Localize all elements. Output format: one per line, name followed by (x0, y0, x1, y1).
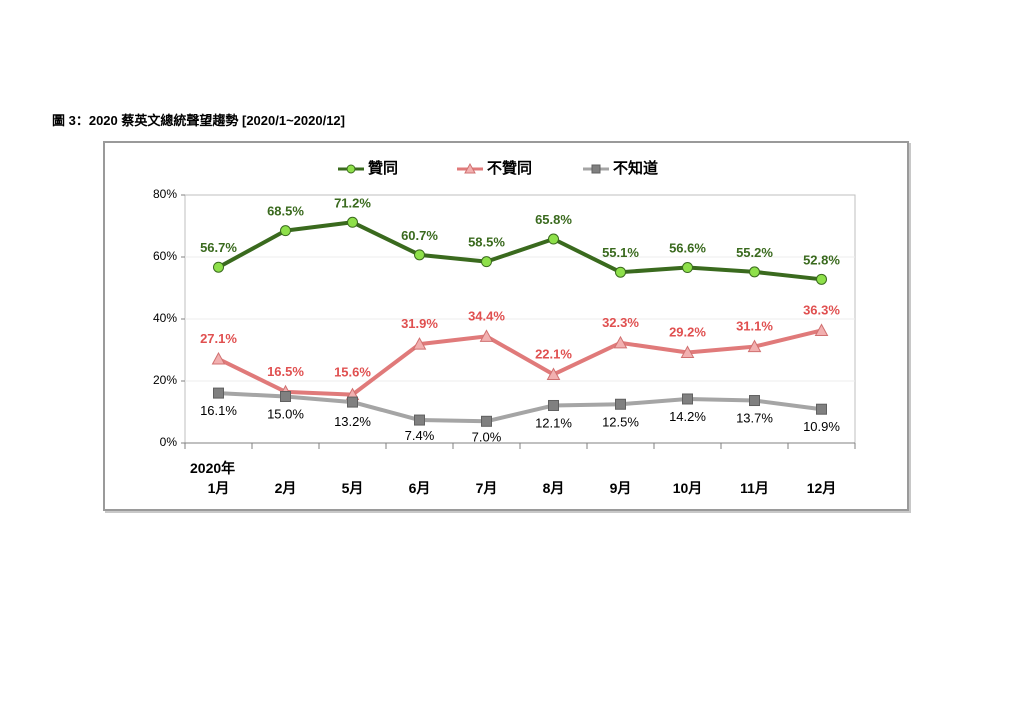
data-label: 68.5% (267, 204, 304, 219)
x-tick-label: 6月 (408, 480, 431, 496)
data-label: 31.1% (736, 319, 773, 334)
y-tick-label: 60% (152, 249, 177, 263)
data-point (481, 256, 492, 268)
data-label: 10.9% (803, 419, 840, 434)
chart-frame (103, 141, 909, 511)
data-label: 60.7% (401, 228, 438, 243)
series-line (217, 328, 822, 397)
figure-caption: 圖 3：2020 蔡英文總統聲望趨勢 [2020/1~2020/12] (52, 113, 345, 128)
data-label: 55.1% (602, 245, 639, 260)
x-tick-label: 1月 (207, 480, 230, 496)
legend-item: 贊同 (338, 157, 398, 178)
data-point (211, 351, 226, 365)
x-tick-label: 12月 (806, 480, 837, 496)
data-label: 32.3% (602, 315, 639, 330)
data-label: 36.3% (803, 302, 840, 317)
data-label: 56.7% (200, 240, 237, 255)
x-tick-label: 8月 (542, 480, 565, 496)
x-axis-year-label: 2020年 (190, 460, 236, 476)
x-tick-label: 9月 (609, 480, 632, 496)
data-label: 16.5% (267, 364, 304, 379)
data-label: 58.5% (468, 235, 505, 250)
data-label: 15.0% (267, 407, 304, 422)
series-line (217, 220, 822, 282)
data-point (548, 399, 559, 411)
data-point (546, 367, 561, 380)
data-label: 34.4% (468, 308, 505, 323)
data-label: 27.1% (200, 331, 237, 346)
data-point (213, 387, 224, 399)
legend-swatch (457, 163, 483, 174)
x-tick-label: 2月 (274, 480, 297, 496)
y-tick-label: 20% (152, 373, 177, 387)
data-label: 7.0% (472, 429, 502, 444)
data-point (814, 323, 829, 336)
data-label: 7.4% (405, 428, 435, 443)
data-point (280, 391, 291, 402)
data-label: 12.5% (602, 414, 639, 429)
legend-label: 不知道 (613, 160, 659, 177)
series-line (218, 391, 822, 424)
data-point (749, 266, 760, 278)
data-label: 14.2% (669, 409, 706, 424)
x-tick-label: 7月 (475, 480, 498, 496)
data-point (749, 395, 760, 407)
data-point (412, 337, 427, 350)
data-point (747, 339, 762, 353)
y-tick-label: 40% (152, 311, 177, 325)
data-label: 15.6% (334, 365, 371, 380)
legend-item: 不贊同 (457, 157, 532, 178)
legend-swatch (583, 164, 609, 174)
data-point (816, 273, 827, 285)
data-point (816, 403, 827, 415)
data-point (682, 393, 693, 405)
data-point (615, 398, 626, 410)
data-point (682, 262, 693, 274)
data-label: 55.2% (736, 245, 773, 260)
y-tick-label: 0% (159, 435, 177, 449)
data-label: 22.1% (535, 346, 572, 361)
data-label: 13.2% (334, 414, 371, 429)
legend-label: 不贊同 (487, 160, 533, 177)
data-label: 12.1% (535, 415, 572, 430)
data-point (615, 266, 626, 278)
data-point (479, 329, 494, 342)
data-point (680, 345, 695, 358)
data-point (280, 225, 291, 237)
data-point (414, 414, 425, 426)
data-point (347, 396, 358, 408)
y-tick-label: 80% (152, 187, 177, 201)
data-label: 65.8% (535, 212, 572, 227)
data-point (481, 415, 492, 427)
data-point (548, 233, 559, 245)
x-tick-label: 11月 (740, 480, 769, 496)
data-point (213, 261, 224, 273)
data-label: 13.7% (736, 411, 773, 426)
data-label: 16.1% (200, 403, 237, 418)
data-label: 56.6% (669, 241, 706, 256)
data-point (347, 216, 358, 228)
data-label: 71.2% (334, 195, 371, 210)
data-point (414, 249, 425, 261)
legend-item: 不知道 (583, 157, 658, 178)
data-label: 52.8% (803, 252, 840, 267)
data-label: 29.2% (669, 324, 706, 339)
data-point (613, 335, 628, 349)
x-tick-label: 10月 (672, 480, 703, 496)
data-label: 31.9% (401, 316, 438, 331)
legend-label: 贊同 (368, 160, 399, 177)
x-tick-label: 5月 (341, 480, 364, 496)
legend-swatch (338, 164, 364, 174)
